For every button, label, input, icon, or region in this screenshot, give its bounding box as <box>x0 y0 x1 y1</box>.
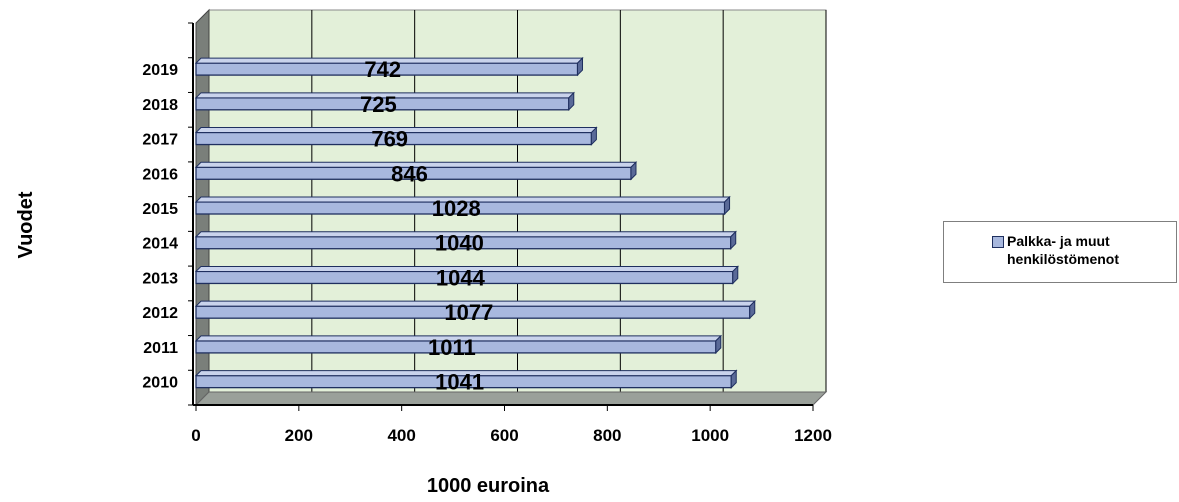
legend: Palkka- ja muut henkilöstömenot <box>943 221 1177 283</box>
chart-marks <box>194 56 756 389</box>
x-tick-label: 0 <box>191 426 200 445</box>
data-label: 846 <box>391 161 428 186</box>
legend-item: Palkka- ja muut henkilöstömenot <box>992 232 1179 268</box>
data-label: 769 <box>371 127 408 152</box>
data-label: 1040 <box>435 231 484 256</box>
bar-end <box>577 56 584 77</box>
y-tick-label: 2012 <box>142 305 178 322</box>
bar-end <box>590 126 597 146</box>
data-label: 1011 <box>428 335 476 360</box>
legend-swatch <box>992 236 1004 248</box>
bar-end <box>630 161 637 181</box>
data-label: 1041 <box>435 370 484 395</box>
data-label: 1077 <box>444 300 493 325</box>
bar-end <box>715 334 722 355</box>
x-tick-label: 200 <box>285 426 313 445</box>
y-tick-label: 2014 <box>142 236 178 253</box>
x-tick-label: 600 <box>490 426 518 445</box>
y-tick-label: 2018 <box>142 97 178 114</box>
bar-end <box>730 369 737 389</box>
bar-end <box>730 230 737 250</box>
x-tick-label: 400 <box>387 426 415 445</box>
y-tick-label: 2013 <box>142 270 178 287</box>
y-tick-label: 2017 <box>142 132 178 149</box>
x-tick-label: 1200 <box>794 426 832 445</box>
chart-labels: 0 200 400 600 800 1000 1200 2010 1041 2011 1011 201… <box>142 57 832 445</box>
y-tick-label: 2011 <box>143 340 178 357</box>
bar-end <box>749 299 756 320</box>
y-tick-label: 2019 <box>142 62 178 79</box>
legend-label: Palkka- ja muut henkilöstömenot <box>1007 233 1120 267</box>
bar-end <box>732 265 739 285</box>
bar-end <box>724 195 731 216</box>
x-tick-label: 1000 <box>691 426 729 445</box>
plot-floor <box>194 391 828 406</box>
y-tick-label: 2016 <box>142 166 178 183</box>
x-tick-label: 800 <box>593 426 621 445</box>
y-tick-label: 2015 <box>142 201 178 218</box>
bar-end <box>568 91 575 112</box>
data-label: 742 <box>364 57 401 82</box>
data-label: 725 <box>360 92 397 117</box>
data-label: 1028 <box>432 196 481 221</box>
data-label: 1044 <box>436 265 486 290</box>
y-tick-label: 2010 <box>142 375 178 392</box>
y-axis-title: Vuodet <box>15 191 37 258</box>
x-axis-title: 1000 euroina <box>427 475 550 497</box>
